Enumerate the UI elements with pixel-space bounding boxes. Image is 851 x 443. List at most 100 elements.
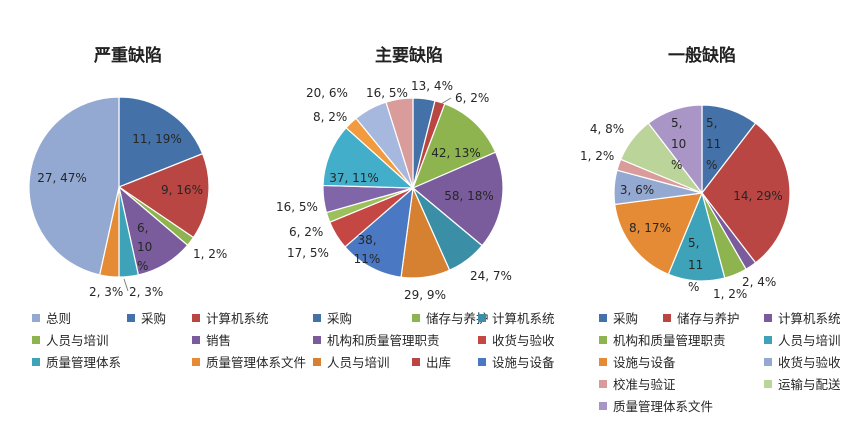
legend-entry: 人员与培训 — [327, 355, 390, 370]
legend-entry: 销售 — [206, 333, 231, 348]
legend-swatch — [599, 336, 607, 344]
data-label: 17, 5% — [287, 246, 329, 260]
legend-swatch — [412, 358, 420, 366]
legend-swatch — [192, 358, 200, 366]
data-label: 38, 11% — [354, 233, 381, 266]
legend-entry: 收货与验收 — [492, 333, 555, 348]
data-label: 29, 9% — [404, 288, 446, 302]
legend-swatch — [764, 314, 772, 322]
pie-slice — [647, 104, 703, 195]
data-label: 2, 3% — [89, 285, 123, 299]
pie-slice — [28, 96, 120, 276]
data-label: 8, 17% — [629, 221, 671, 235]
legend-swatch — [127, 314, 135, 322]
legend-swatch — [192, 336, 200, 344]
pie-slice — [701, 122, 791, 264]
data-label: 16, 5% — [366, 86, 408, 100]
pie-chart-1: 严重缺陷 11, 19% 9, 16% 1, 2% 6, 10 % 2, 3% 2, 3% 27,… — [28, 45, 306, 370]
data-label: 14, 29% — [733, 189, 783, 203]
pie-slice — [385, 97, 414, 189]
data-label: 2, 3% — [129, 285, 163, 299]
data-label: 5, 10% — [671, 116, 686, 172]
legend-swatch — [599, 314, 607, 322]
legend-swatch — [478, 336, 486, 344]
legend-entry: 校准与验证 — [613, 377, 676, 392]
legend-entry: 采购 — [141, 311, 166, 326]
chart-title: 一般缺陷 — [668, 45, 736, 66]
legend-swatch — [599, 358, 607, 366]
legend-swatch — [313, 336, 321, 344]
legend-entry: 质量管理体系 — [46, 355, 121, 370]
legend-swatch — [192, 314, 200, 322]
data-label: 5, 11% — [688, 236, 703, 294]
data-label: 1, 2% — [193, 247, 227, 261]
pie-slice — [118, 96, 204, 188]
data-label: 11, 19% — [132, 132, 182, 146]
legend-swatch — [599, 402, 607, 410]
legend-entry: 运输与配送 — [778, 377, 841, 392]
legend-swatch — [764, 358, 772, 366]
legend-swatch — [412, 314, 420, 322]
pie-slice — [411, 103, 497, 190]
legend-entry: 采购 — [613, 311, 638, 326]
data-label: 24, 7% — [470, 269, 512, 283]
pie-slice — [614, 192, 703, 276]
legend-swatch — [764, 336, 772, 344]
legend-swatch — [313, 314, 321, 322]
data-label: 58, 18% — [444, 189, 494, 203]
legend-entry: 人员与培训 — [778, 333, 841, 348]
chart-title: 主要缺陷 — [375, 45, 443, 66]
legend-entry: 设施与设备 — [613, 355, 676, 370]
legend-swatch — [478, 358, 486, 366]
legend-entry: 收货与验收 — [778, 355, 841, 370]
legend-entry: 计算机系统 — [778, 311, 841, 326]
data-label: 2, 4% — [742, 275, 776, 289]
chart-title: 严重缺陷 — [94, 45, 162, 66]
label-leader-line — [440, 97, 452, 105]
legend-entry: 质量管理体系文件 — [613, 399, 713, 414]
legend-entry: 采购 — [327, 311, 352, 326]
data-label: 9, 16% — [161, 183, 203, 197]
legend-swatch — [599, 380, 607, 388]
pie-slice — [322, 126, 415, 189]
data-label: 4, 8% — [590, 122, 624, 136]
data-label: 37, 11% — [329, 171, 379, 185]
legend-entry: 储存与养护 — [677, 311, 740, 326]
legend-swatch — [32, 336, 40, 344]
pie-slice — [117, 152, 210, 239]
legend-entry: 储存与养护 — [426, 311, 489, 326]
data-label: 13, 4% — [411, 79, 453, 93]
data-label: 16, 5% — [276, 200, 318, 214]
data-label: 20, 6% — [306, 86, 348, 100]
data-label: 3, 6% — [620, 183, 654, 197]
pie-slice — [344, 186, 414, 278]
legend-entry: 质量管理体系文件 — [206, 355, 306, 370]
data-label: 6, 10% — [137, 221, 152, 273]
legend-entry: 总则 — [46, 311, 71, 326]
data-label: 27, 47% — [37, 171, 87, 185]
data-label: 42, 13% — [431, 146, 481, 160]
legend-swatch — [32, 358, 40, 366]
legend-swatch — [32, 314, 40, 322]
data-label: 6, 2% — [289, 225, 323, 239]
legend-swatch — [313, 358, 321, 366]
legend-swatch — [663, 314, 671, 322]
legend-entry: 机构和质量管理职责 — [327, 333, 440, 348]
legend-entry: 出库 — [426, 355, 451, 370]
legend-swatch — [478, 314, 486, 322]
data-label: 8, 2% — [313, 110, 347, 124]
legend-entry: 设施与设备 — [492, 355, 555, 370]
data-label: 6, 2% — [455, 91, 489, 105]
legend-entry: 机构和质量管理职责 — [613, 333, 726, 348]
data-label: 1, 2% — [713, 287, 747, 301]
data-label: 5, 11% — [706, 116, 721, 172]
pie-slice — [411, 151, 504, 247]
data-label: 1, 2% — [580, 149, 614, 163]
